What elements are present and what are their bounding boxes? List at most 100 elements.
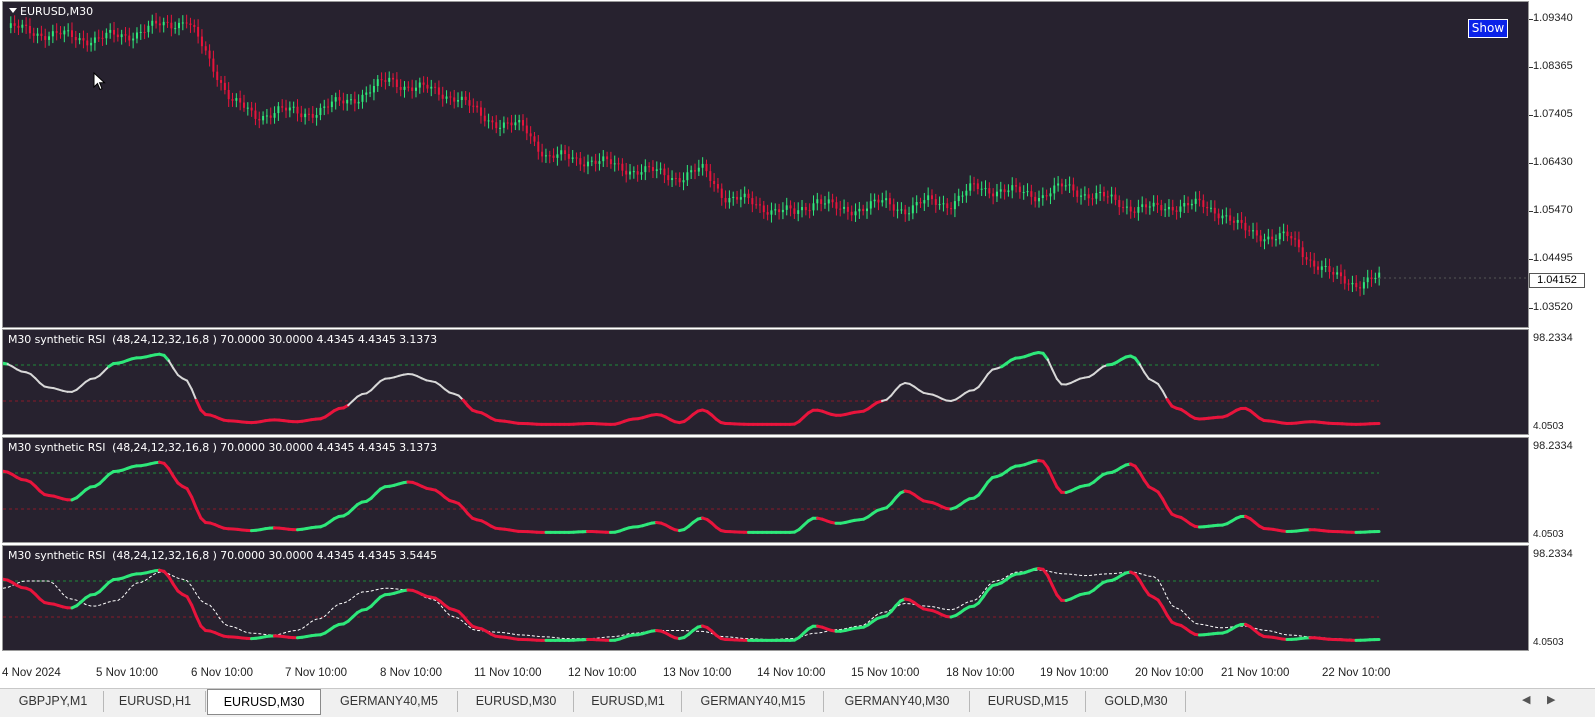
indicator-pane-2[interactable]: M30 synthetic RSI (48,24,12,32,16,8 ) 70… <box>2 437 1529 543</box>
price-label: 1.09340 <box>1533 12 1573 24</box>
candle-body <box>583 164 585 166</box>
candle-body <box>1344 276 1346 283</box>
candle-body <box>209 51 211 59</box>
rsi-line-segment <box>196 508 201 518</box>
time-label: 12 Nov 10:00 <box>568 667 636 679</box>
indicator-pane-3[interactable]: M30 synthetic RSI (48,24,12,32,16,8 ) 70… <box>2 545 1529 651</box>
chart-tab[interactable]: EURUSD,M1 <box>575 691 682 712</box>
candle-body <box>1072 184 1074 190</box>
price-label: 1.03520 <box>1533 301 1573 313</box>
candle-body <box>411 87 413 90</box>
candle-body <box>10 23 12 28</box>
candle-body <box>56 31 58 33</box>
candle-body <box>981 189 983 190</box>
candle-body <box>977 183 979 189</box>
candle-body <box>835 202 837 208</box>
candle-body <box>1069 184 1071 185</box>
symbol-title[interactable]: EURUSD,M30 <box>9 5 93 18</box>
candle-body <box>717 184 719 189</box>
candle-body <box>216 72 218 80</box>
candle-body <box>935 199 937 205</box>
candle-body <box>262 116 264 120</box>
candle-body <box>339 97 341 100</box>
candle-body <box>1042 195 1044 198</box>
time-label: 14 Nov 10:00 <box>757 667 825 679</box>
chart-tab[interactable]: GOLD,M30 <box>1087 691 1186 712</box>
candle-body <box>694 170 696 171</box>
indicator-low-label: 4.0503 <box>1533 529 1564 540</box>
rsi-line-segment <box>1052 585 1057 595</box>
candle-body <box>839 209 841 210</box>
candle-body <box>300 114 302 118</box>
chart-tab[interactable]: GBPJPY,M1 <box>3 691 104 712</box>
candle-body <box>595 161 597 164</box>
candle-body <box>1355 283 1357 287</box>
candle-body <box>660 169 662 170</box>
candle-body <box>212 59 214 72</box>
symbol-title-text: EURUSD,M30 <box>20 5 93 18</box>
candle-body <box>1183 203 1185 206</box>
candle-body <box>1057 183 1059 185</box>
candle-body <box>446 96 448 98</box>
candle-body <box>621 164 623 171</box>
rsi-line-segment <box>1057 379 1062 384</box>
chart-tab[interactable]: GERMANY40,M5 <box>321 691 458 712</box>
indicator-label: M30 synthetic RSI (48,24,12,32,16,8 ) 70… <box>8 441 437 454</box>
candle-body <box>847 207 849 212</box>
candle-body <box>763 205 765 212</box>
candle-body <box>858 209 860 211</box>
rsi-line-segment <box>192 497 197 508</box>
price-label: 1.06430 <box>1533 156 1573 168</box>
candle-body <box>786 205 788 210</box>
candle-body <box>1233 221 1235 223</box>
candle-body <box>193 25 195 27</box>
candle-body <box>388 78 390 82</box>
rsi-line-segment <box>983 374 988 381</box>
candle-body <box>1214 208 1216 214</box>
chart-tab[interactable]: EURUSD,M15 <box>971 691 1086 712</box>
tab-scroll-right-icon[interactable]: ▶ <box>1547 693 1555 706</box>
candle-body <box>553 156 555 158</box>
chart-tab[interactable]: EURUSD,M30 <box>207 689 321 715</box>
candle-body <box>52 31 54 36</box>
candle-body <box>1252 230 1254 231</box>
mouse-cursor-icon <box>93 72 107 92</box>
candle-body <box>1221 216 1223 219</box>
candle-body <box>472 106 474 107</box>
candle-body <box>683 180 685 182</box>
rsi-line-segment <box>196 616 201 626</box>
candle-body <box>1160 205 1162 210</box>
chart-tab[interactable]: EURUSD,H1 <box>105 691 206 712</box>
candle-body <box>274 113 276 118</box>
candlestick-chart[interactable] <box>3 2 1529 328</box>
candle-body <box>82 38 84 40</box>
candle-body <box>1328 266 1330 272</box>
show-button[interactable]: Show <box>1468 19 1508 38</box>
rsi-line-segment <box>169 361 174 369</box>
candle-body <box>1359 287 1361 288</box>
candle-body <box>1122 207 1124 208</box>
candle-body <box>1099 192 1101 193</box>
candle-body <box>1126 207 1128 208</box>
candle-body <box>335 97 337 101</box>
candle-body <box>14 23 16 26</box>
candle-body <box>1134 211 1136 212</box>
dropdown-triangle-icon[interactable] <box>9 8 17 13</box>
chart-tab[interactable]: EURUSD,M30 <box>459 691 574 712</box>
tab-scroll-left-icon[interactable]: ◀ <box>1522 693 1530 706</box>
chart-tab[interactable]: GERMANY40,M15 <box>683 691 824 712</box>
chart-tab[interactable]: GERMANY40,M30 <box>825 691 970 712</box>
candle-body <box>495 122 497 128</box>
candle-body <box>740 197 742 199</box>
candle-body <box>1019 187 1021 193</box>
candle-body <box>946 203 948 208</box>
price-chart-pane[interactable]: EURUSD,M30 Show <box>2 1 1529 328</box>
candle-body <box>648 166 650 167</box>
price-scale[interactable]: 1.09340 1.08365 1.07405 1.06430 1.05470 … <box>1529 0 1595 696</box>
candle-body <box>931 195 933 199</box>
indicator-pane-1[interactable]: M30 synthetic RSI (48,24,12,32,16,8 ) 70… <box>2 329 1529 435</box>
rsi-line-segment <box>164 355 169 360</box>
candle-body <box>1283 232 1285 234</box>
candle-body <box>576 158 578 159</box>
